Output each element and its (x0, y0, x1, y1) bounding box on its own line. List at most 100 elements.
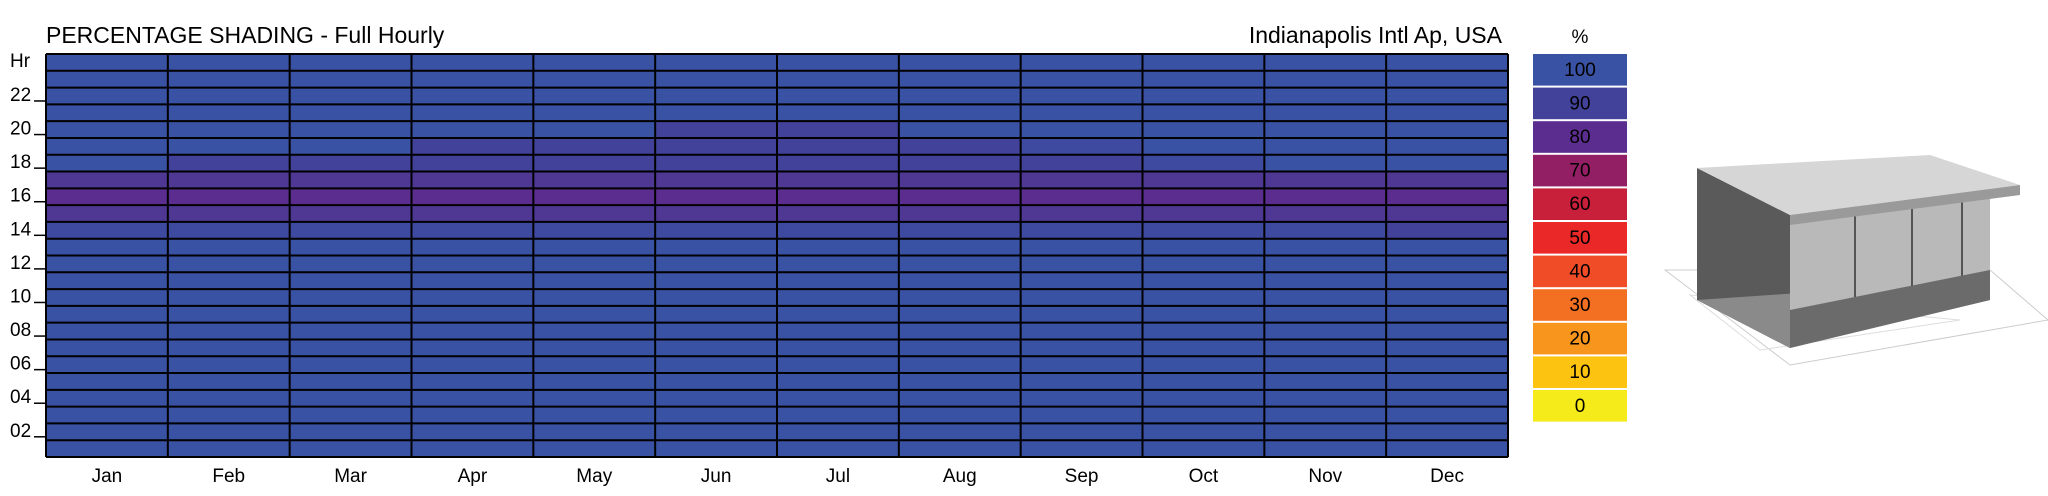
heatmap-cell (46, 322, 169, 340)
x-tick-label: May (576, 466, 612, 487)
heatmap-cell (1020, 255, 1143, 273)
heatmap-cell (1142, 272, 1265, 290)
heatmap-cell (898, 205, 1022, 223)
x-tick-label: Mar (334, 466, 367, 487)
heatmap-cell (46, 440, 169, 458)
colorbar-cell (1533, 54, 1627, 86)
heatmap-cell (289, 255, 412, 273)
heatmap-cell (1386, 289, 1509, 307)
heatmap-cell (898, 255, 1022, 273)
colorbar-label: 40 (1569, 261, 1590, 282)
heatmap-cell (655, 70, 778, 89)
heatmap-cell (1020, 154, 1143, 173)
heatmap-cell (777, 188, 900, 206)
heatmap-cell (655, 54, 778, 72)
heatmap-cell (1142, 154, 1265, 173)
heatmap-cell (46, 188, 169, 206)
heatmap-cell (411, 255, 534, 273)
heatmap-cell (533, 356, 656, 374)
heatmap-cell (167, 339, 291, 357)
heatmap-cell (1142, 289, 1265, 307)
colorbar-cell (1533, 255, 1627, 288)
heatmap-cell (1142, 104, 1265, 122)
heatmap-cell (46, 238, 169, 256)
heatmap-cell (777, 305, 900, 324)
heatmap-cell (1264, 104, 1387, 122)
heatmap-cell (1264, 54, 1387, 72)
x-tick-label: Nov (1308, 466, 1342, 487)
heatmap-cell (655, 154, 778, 173)
heatmap-cell (1386, 104, 1509, 122)
heatmap-cell (1020, 289, 1143, 307)
heatmap-cell (533, 104, 656, 122)
heatmap-cell (533, 205, 656, 223)
heatmap-cell (289, 423, 412, 441)
heatmap-cell (167, 104, 291, 122)
heatmap-cell (898, 423, 1022, 441)
heatmap-cell (1020, 205, 1143, 223)
heatmap-cell (655, 121, 778, 139)
colorbar-cell (1533, 154, 1627, 187)
heatmap-cell (777, 389, 900, 408)
y-tick-label: 08 (10, 320, 31, 341)
heatmap-cell (533, 305, 656, 324)
heatmap-cell (533, 389, 656, 408)
heatmap-cell (1020, 221, 1143, 240)
heatmap-cell (46, 406, 169, 424)
heatmap-cell (1264, 356, 1387, 374)
y-tick-label: 10 (10, 286, 31, 307)
heatmap-cell (167, 70, 291, 89)
heatmap-cell (46, 289, 169, 307)
colorbar-label: 80 (1569, 127, 1590, 148)
heatmap-cell (167, 373, 291, 391)
heatmap-cell (1020, 238, 1143, 256)
heatmap-cell (655, 137, 778, 156)
heatmap-cell (289, 339, 412, 357)
heatmap-cell (655, 373, 778, 391)
colorbar-label: 10 (1569, 362, 1590, 383)
heatmap-cell (1264, 322, 1387, 340)
heatmap-cell (1386, 54, 1509, 72)
colorbar-label: 70 (1569, 161, 1590, 182)
heatmap-cell (777, 54, 900, 72)
heatmap-cell (167, 389, 291, 408)
heatmap-cell (655, 423, 778, 441)
heatmap-cell (533, 423, 656, 441)
heatmap-cell (289, 440, 412, 458)
heatmap-cell (1142, 423, 1265, 441)
colorbar-label: 60 (1569, 194, 1590, 215)
heatmap-cell (1142, 339, 1265, 357)
heatmap-cell (1386, 87, 1509, 105)
heatmap-cell (1020, 137, 1143, 156)
heatmap-cell (655, 255, 778, 273)
y-tick-label: 22 (10, 85, 31, 106)
heatmap-cell (898, 154, 1022, 173)
heatmap-cell (1386, 255, 1509, 273)
heatmap-cell (167, 205, 291, 223)
heatmap-cell (46, 423, 169, 441)
heatmap-cell (1020, 188, 1143, 206)
heatmap-cell (1020, 440, 1143, 458)
heatmap-cell (289, 171, 412, 189)
heatmap-cell (898, 289, 1022, 307)
heatmap-cell (1264, 305, 1387, 324)
heatmap-cell (655, 171, 778, 189)
heatmap-cell (167, 423, 291, 441)
heatmap-cell (411, 322, 534, 340)
heatmap-cell (1020, 373, 1143, 391)
y-tick-label: 02 (10, 421, 31, 442)
heatmap-cell (1386, 389, 1509, 408)
colorbar-cell (1533, 356, 1627, 388)
heatmap-cell (1386, 356, 1509, 374)
heatmap-cell (1020, 406, 1143, 424)
heatmap-cell (777, 171, 900, 189)
heatmap-cell (167, 272, 291, 290)
heatmap-cell (1386, 373, 1509, 391)
heatmap-cell (411, 171, 534, 189)
heatmap-cell (1264, 221, 1387, 240)
heatmap-cell (777, 339, 900, 357)
heatmap-cell (289, 289, 412, 307)
heatmap-cell (1386, 339, 1509, 357)
heatmap-cell (533, 70, 656, 89)
heatmap-cell (46, 154, 169, 173)
